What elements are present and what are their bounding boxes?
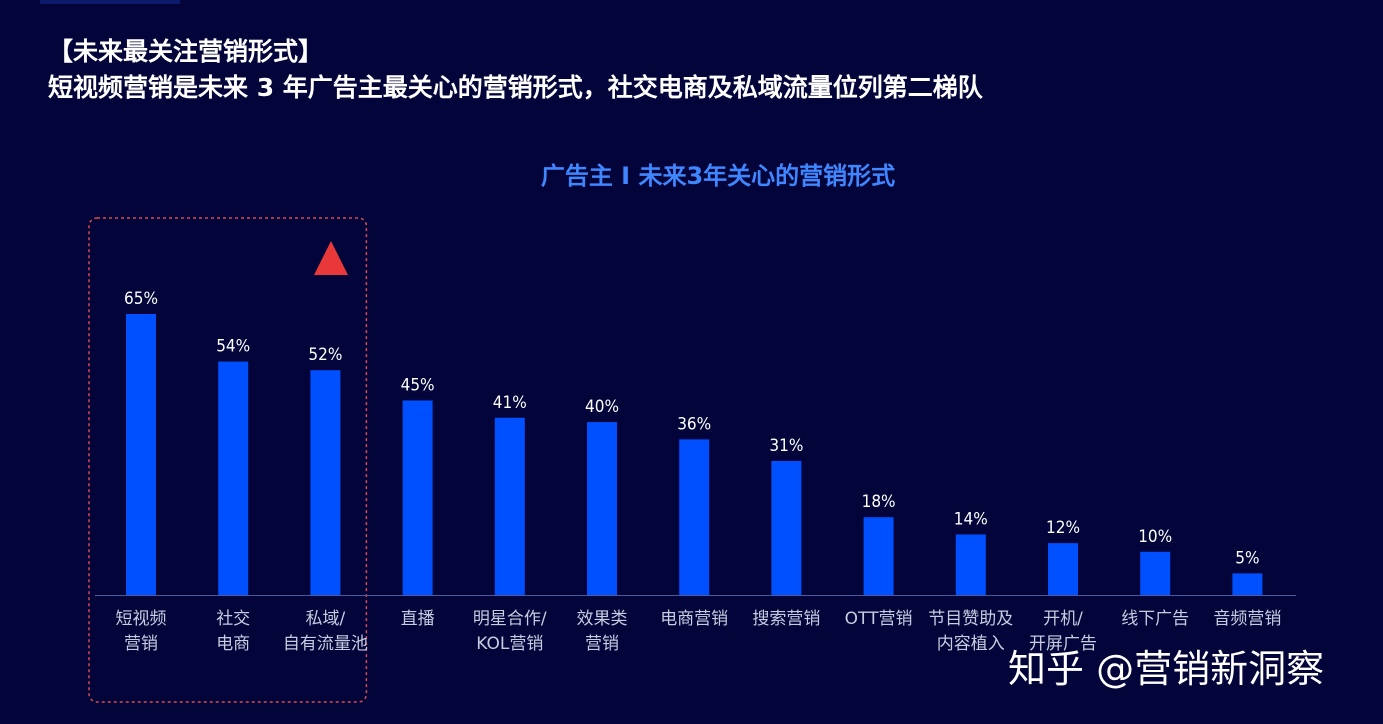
watermark: 知乎 @营销新洞察 bbox=[1008, 647, 1325, 691]
bar-9 bbox=[955, 534, 986, 595]
data-label-8: 18% bbox=[862, 492, 896, 512]
bar-12 bbox=[1232, 573, 1263, 595]
bar-7 bbox=[771, 460, 802, 595]
bar-6 bbox=[679, 439, 710, 595]
bar-8 bbox=[863, 517, 894, 595]
bar-3 bbox=[402, 400, 433, 595]
data-label-2: 52% bbox=[308, 345, 342, 365]
bar-11 bbox=[1140, 551, 1171, 595]
bar-10 bbox=[1048, 543, 1078, 595]
highlight-box bbox=[88, 217, 368, 703]
top-accent-line bbox=[40, 0, 180, 4]
x-tick-label-5: 效果类营销 bbox=[577, 609, 628, 654]
data-label-0: 65% bbox=[124, 289, 158, 309]
up-triangle-icon bbox=[314, 241, 348, 275]
x-tick-label-7: 搜索营销 bbox=[752, 609, 820, 629]
data-label-12: 5% bbox=[1235, 548, 1259, 568]
x-tick-label-12: 音频营销 bbox=[1213, 609, 1281, 629]
bar-4 bbox=[494, 417, 525, 595]
chart-title: 广告主 I 未来3年关心的营销形式 bbox=[540, 162, 896, 190]
x-tick-label-0: 短视频营销 bbox=[116, 609, 167, 654]
x-tick-label-9: 节目赞助及内容植入 bbox=[928, 609, 1013, 654]
data-label-1: 54% bbox=[216, 337, 250, 357]
headline: 短视频营销是未来 3 年广告主最关心的营销形式，社交电商及私域流量位列第二梯队 bbox=[48, 73, 983, 102]
data-label-5: 40% bbox=[585, 397, 619, 417]
bar-5 bbox=[587, 422, 617, 595]
data-label-4: 41% bbox=[493, 393, 527, 413]
x-tick-label-4: 明星合作/KOL营销 bbox=[473, 609, 547, 654]
bar-0 bbox=[126, 314, 156, 595]
x-tick-label-1: 社交电商 bbox=[216, 609, 250, 654]
bar-2 bbox=[310, 370, 341, 595]
x-tick-label-11: 线下广告 bbox=[1121, 609, 1189, 629]
data-label-10: 12% bbox=[1046, 518, 1080, 538]
data-label-11: 10% bbox=[1138, 527, 1172, 547]
x-tick-label-2: 私域/自有流量池 bbox=[283, 609, 368, 654]
data-label-9: 14% bbox=[954, 509, 988, 529]
x-tick-label-6: 电商营销 bbox=[660, 609, 728, 629]
x-tick-label-8: OTT营销 bbox=[845, 609, 913, 629]
data-label-6: 36% bbox=[677, 414, 711, 434]
data-label-3: 45% bbox=[401, 375, 435, 395]
data-label-7: 31% bbox=[769, 436, 803, 456]
x-tick-label-10: 开机/开屏广告 bbox=[1029, 609, 1097, 654]
section-tag: 【未来最关注营销形式】 bbox=[48, 37, 324, 66]
bar-1 bbox=[218, 361, 249, 595]
x-tick-label-3: 直播 bbox=[401, 609, 435, 629]
